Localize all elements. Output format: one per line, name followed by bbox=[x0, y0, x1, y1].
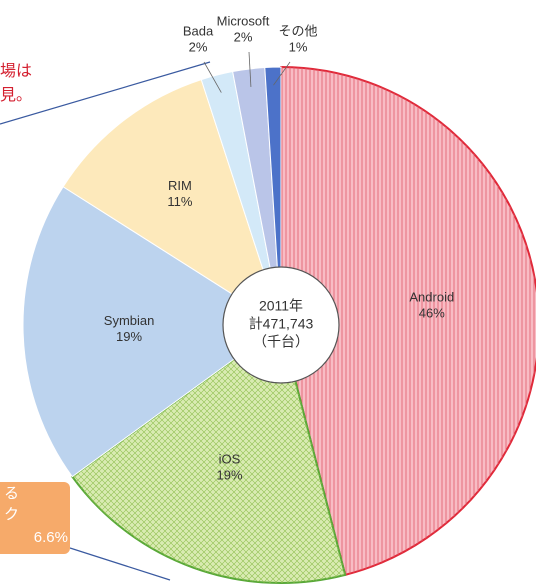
leader-line bbox=[203, 61, 222, 93]
annotation: る bbox=[4, 485, 19, 502]
slice-pattern bbox=[72, 325, 346, 583]
slice bbox=[264, 66, 282, 326]
slice-label: その他 bbox=[278, 23, 317, 38]
value-label: 19% bbox=[116, 329, 142, 344]
annotation: ク bbox=[4, 506, 19, 523]
slice-label: RIM bbox=[168, 178, 192, 193]
slice-pattern bbox=[281, 67, 536, 575]
center-label: （千台） bbox=[253, 334, 309, 350]
slice bbox=[22, 186, 282, 478]
value-label: 11% bbox=[167, 194, 192, 209]
value-label: 2% bbox=[234, 29, 253, 44]
leader-line bbox=[248, 51, 252, 87]
center-label: 2011年 bbox=[259, 298, 303, 314]
center-label: 計471,743 bbox=[249, 316, 314, 332]
value-label: 46% bbox=[419, 305, 445, 320]
value-label: 19% bbox=[216, 467, 242, 482]
annotation-line bbox=[69, 547, 171, 581]
slice-label: Symbian bbox=[104, 313, 155, 328]
value-label: 2% bbox=[189, 39, 208, 54]
value-label: 1% bbox=[289, 39, 308, 54]
slice-label: Android bbox=[409, 289, 454, 304]
annotation: 6.6% bbox=[34, 529, 68, 546]
slice-label: iOS bbox=[219, 451, 241, 466]
annotation: 場は bbox=[0, 62, 32, 80]
annotation-box bbox=[0, 482, 70, 554]
slice-label: Microsoft bbox=[217, 13, 270, 28]
slice bbox=[62, 78, 282, 327]
annotation: 見。 bbox=[0, 86, 32, 104]
annotation-line bbox=[0, 61, 211, 125]
center-hole bbox=[222, 266, 340, 384]
slice-label: Bada bbox=[183, 23, 214, 38]
leader-line bbox=[273, 61, 291, 86]
